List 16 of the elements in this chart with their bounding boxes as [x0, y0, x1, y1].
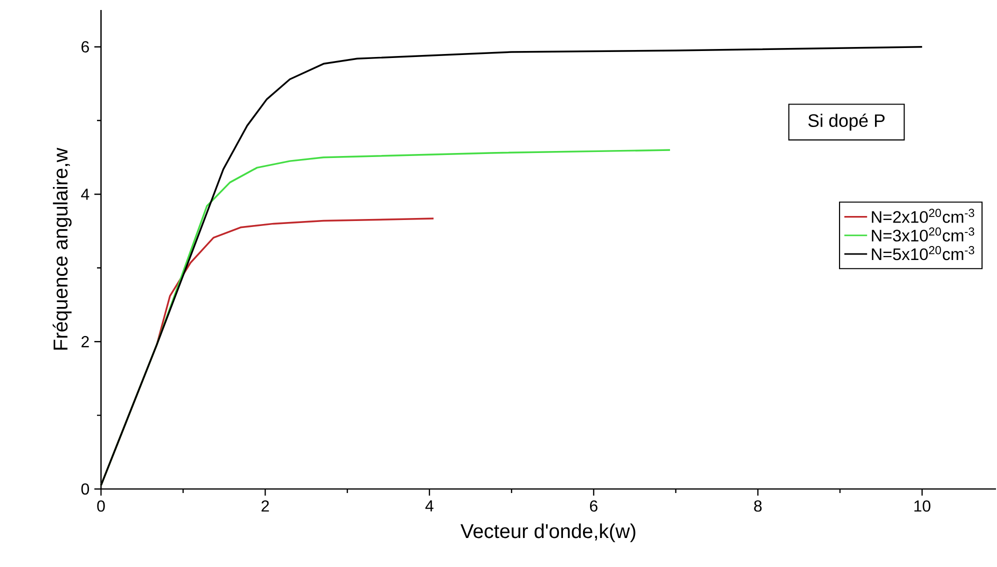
x-tick-label: 10: [914, 500, 930, 512]
x-tick-label: 0: [97, 500, 105, 512]
x-axis-title: Vecteur d'onde,k(w): [460, 524, 636, 542]
y-axis-title: Fréquence angulaire,w: [52, 148, 72, 350]
legend-label: N=3x10$^{20}$cm$^{-3}$: [872, 227, 974, 242]
x-tick-label: 6: [590, 500, 598, 512]
legend-label: N=2x10$^{20}$cm$^{-3}$: [872, 208, 974, 223]
x-tick-label: 8: [754, 500, 762, 512]
legend-title: Si dopé P: [808, 114, 885, 131]
y-tick-label: 0: [81, 483, 90, 495]
x-tick-label: 4: [425, 500, 434, 512]
y-tick-label: 4: [81, 188, 90, 200]
y-tick-label: 2: [82, 336, 89, 348]
x-tick-label: 2: [262, 500, 269, 512]
y-tick-label: 6: [82, 41, 89, 52]
legend-label: N=5x10$^{20}$cm$^{-3}$: [872, 246, 974, 260]
